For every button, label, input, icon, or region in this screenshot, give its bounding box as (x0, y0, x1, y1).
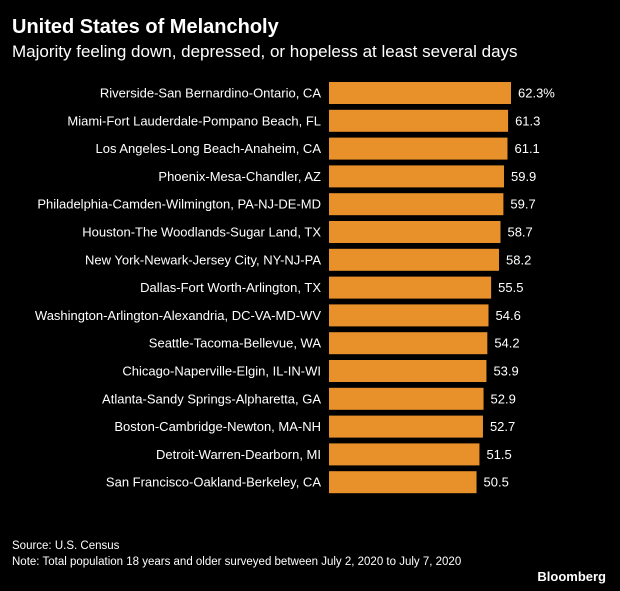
bar (329, 193, 504, 216)
bar (329, 471, 477, 494)
value-label: 59.9 (511, 169, 536, 184)
value-label: 58.2 (506, 252, 531, 267)
bar (329, 82, 511, 104)
bar (329, 332, 488, 355)
value-label: 58.7 (507, 225, 532, 240)
category-label: Miami-Fort Lauderdale-Pompano Beach, FL (67, 113, 321, 128)
category-label: Riverside-San Bernardino-Ontario, CA (100, 86, 321, 101)
bar (329, 137, 508, 160)
bar (329, 276, 492, 299)
bar (329, 415, 483, 438)
bar (329, 165, 504, 188)
category-label: Washington-Arlington-Alexandria, DC-VA-M… (35, 308, 321, 323)
survey-note: Note: Total population 18 years and olde… (12, 556, 462, 568)
category-label: New York-Newark-Jersey City, NY-NJ-PA (85, 252, 321, 267)
category-label: San Francisco-Oakland-Berkeley, CA (106, 475, 321, 490)
value-label: 52.7 (490, 419, 515, 434)
bar (329, 443, 480, 466)
value-label: 53.9 (493, 364, 518, 379)
category-label: Detroit-Warren-Dearborn, MI (156, 447, 321, 462)
value-label: 61.1 (514, 141, 539, 156)
value-label: 50.5 (484, 475, 509, 490)
bar-chart: Riverside-San Bernardino-Ontario, CA 62.3… (35, 82, 555, 494)
category-label: Los Angeles-Long Beach-Anaheim, CA (96, 141, 322, 156)
category-label: Dallas-Fort Worth-Arlington, TX (140, 280, 321, 295)
category-label: Phoenix-Mesa-Chandler, AZ (158, 169, 321, 184)
bar (329, 387, 484, 410)
chart-subtitle: Majority feeling down, depressed, or hop… (12, 42, 518, 61)
value-label: 54.2 (494, 336, 519, 351)
bar (329, 109, 509, 132)
category-label: Atlanta-Sandy Springs-Alpharetta, GA (102, 391, 321, 406)
value-label: 61.3 (515, 113, 540, 128)
source-note: Source: U.S. Census (12, 540, 120, 552)
bar (329, 221, 501, 243)
category-label: Boston-Cambridge-Newton, MA-NH (114, 419, 321, 434)
category-label: Chicago-Naperville-Elgin, IL-IN-WI (122, 364, 321, 379)
bar (329, 360, 487, 382)
value-label: 59.7 (510, 197, 535, 212)
value-label: 54.6 (496, 308, 521, 323)
category-label: Philadelphia-Camden-Wilmington, PA-NJ-DE… (37, 197, 321, 212)
bloomberg-logo: Bloomberg (537, 569, 606, 584)
value-label: 55.5 (498, 280, 523, 295)
bar (329, 248, 500, 271)
chart-title: United States of Melancholy (12, 16, 279, 38)
value-label: 62.3% (518, 86, 555, 101)
category-label: Seattle-Tacoma-Bellevue, WA (149, 336, 322, 351)
bar (329, 304, 489, 327)
category-label: Houston-The Woodlands-Sugar Land, TX (82, 225, 321, 240)
value-label: 51.5 (486, 447, 511, 462)
value-label: 52.9 (491, 391, 516, 406)
